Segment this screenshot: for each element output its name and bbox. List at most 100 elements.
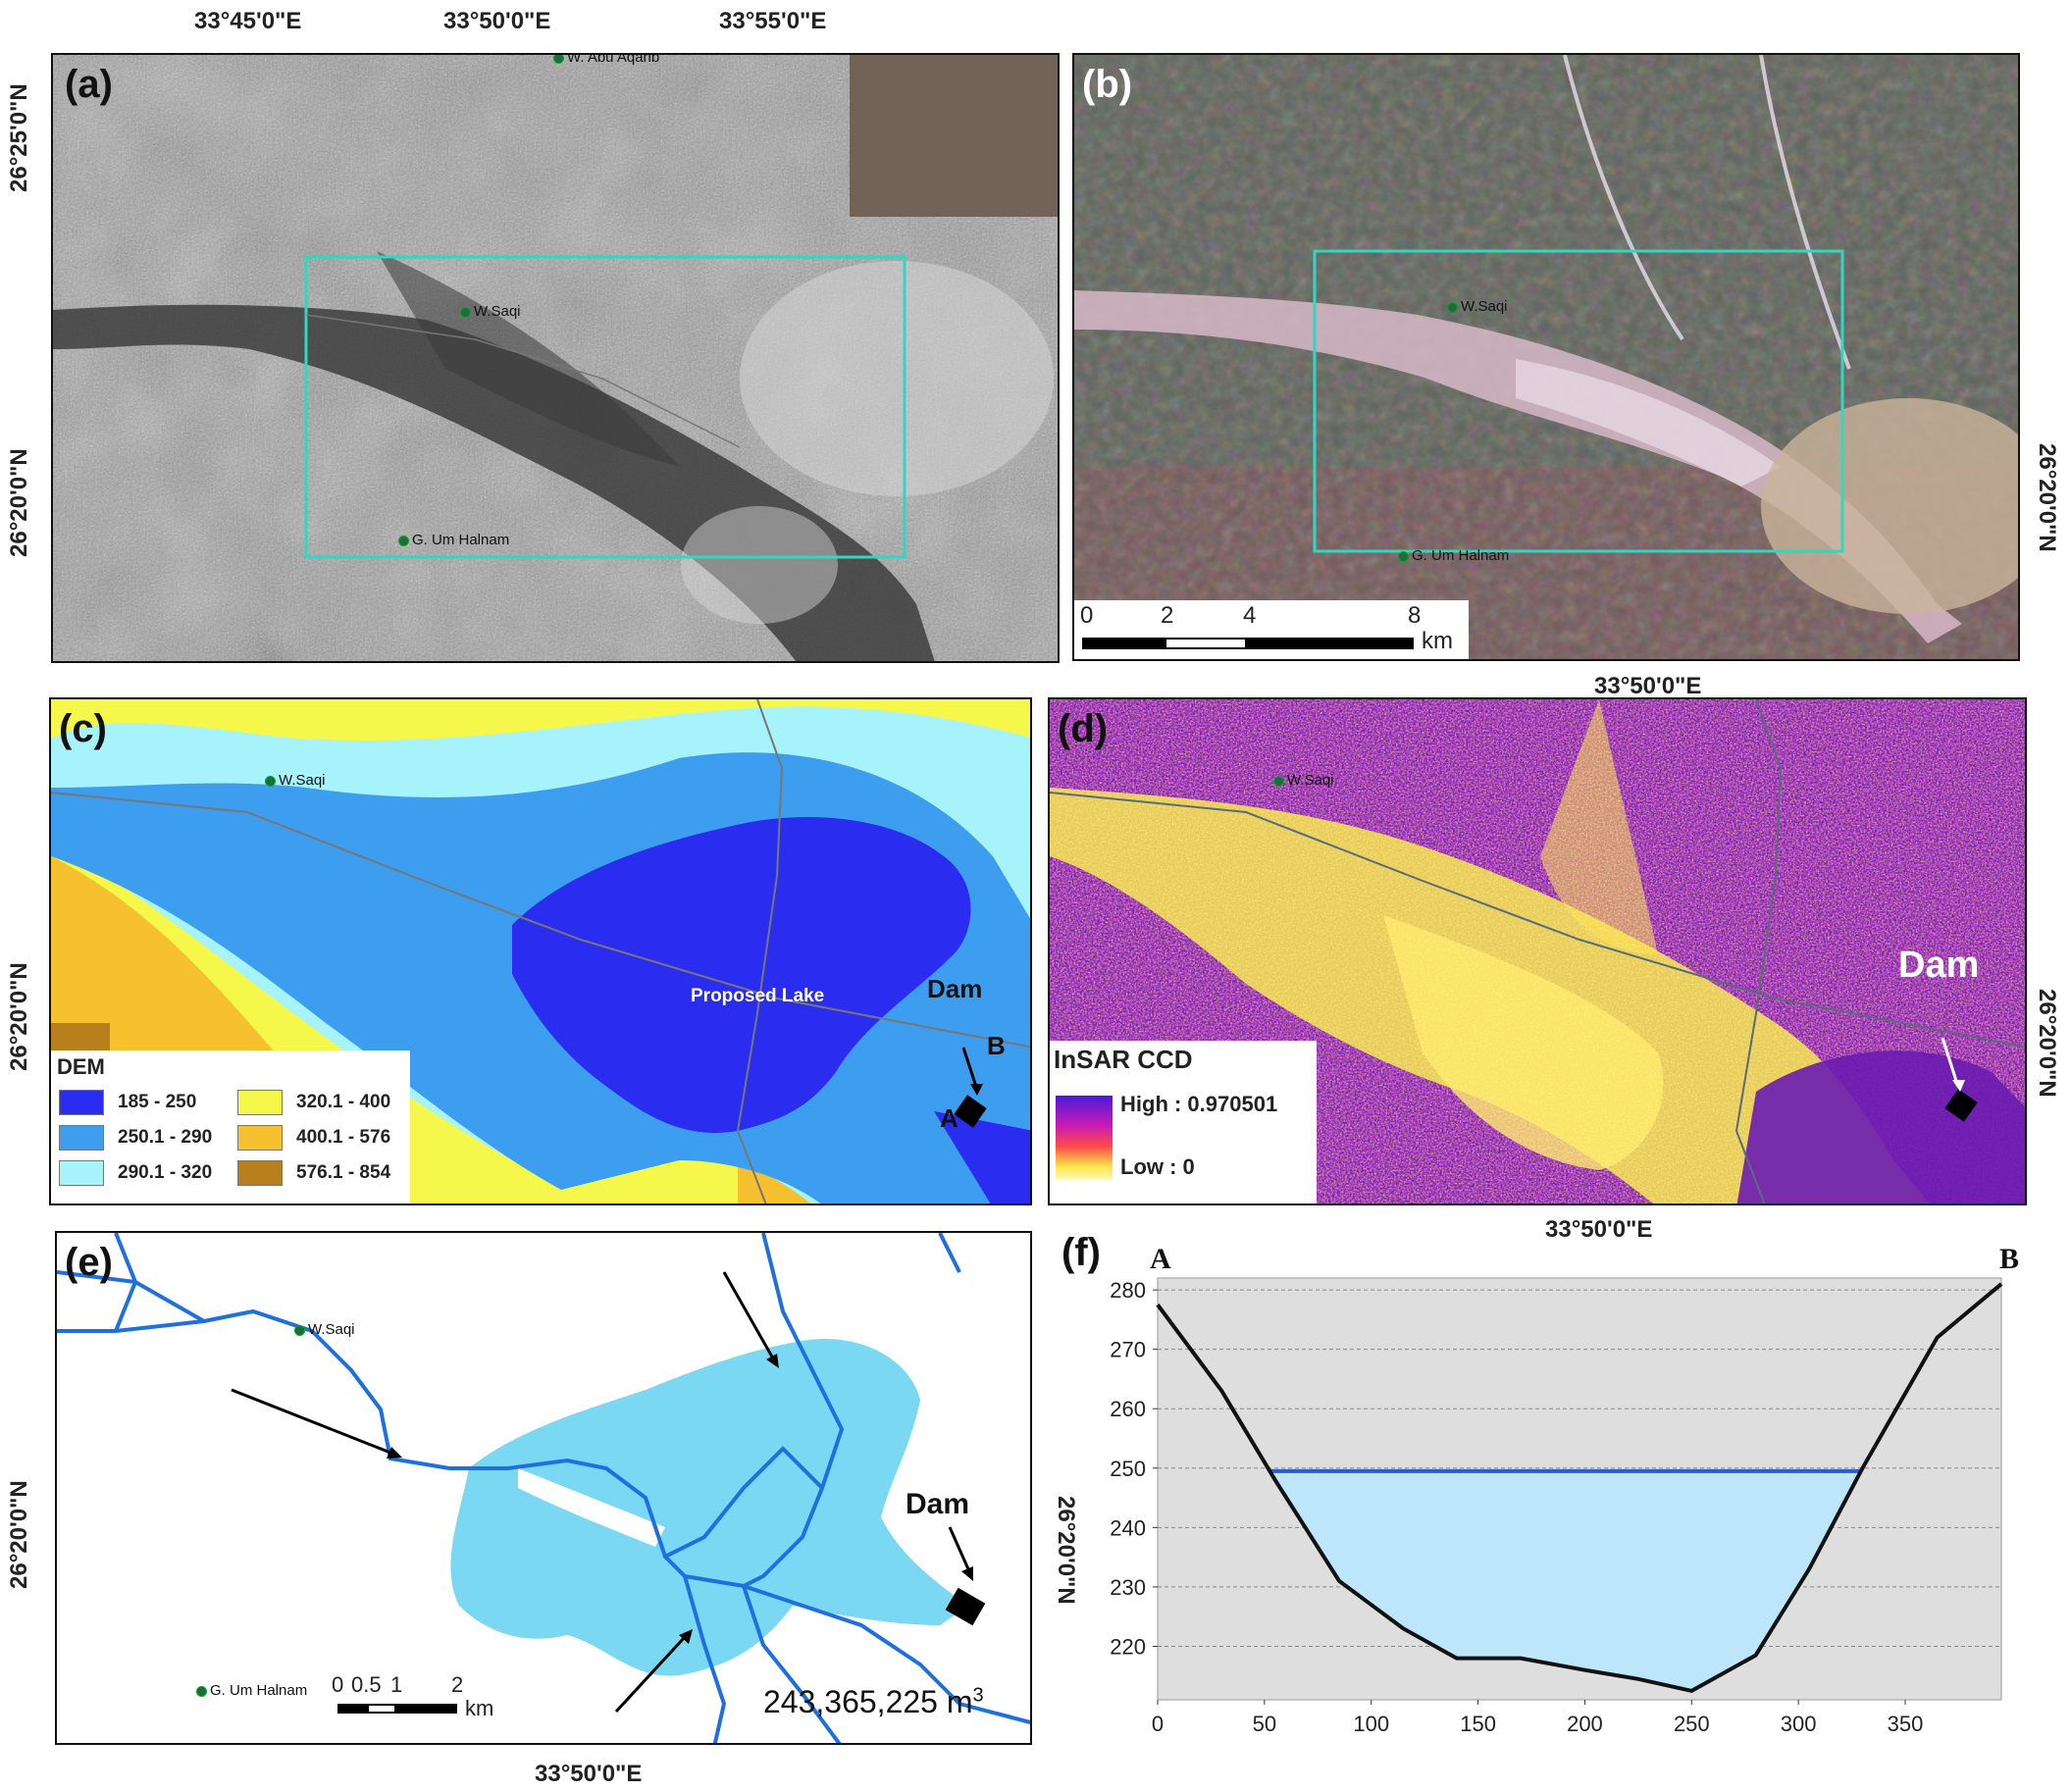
panel-label-f: (f)	[1061, 1231, 1101, 1274]
place-um-halnam-e: G. Um Halnam	[196, 1682, 307, 1699]
dam-label-e: Dam	[906, 1488, 970, 1520]
insar-low-label: Low : 0	[1120, 1154, 1195, 1179]
lake-volume-unit-exponent: 3	[972, 1684, 984, 1707]
point-b-label: B	[987, 1031, 1006, 1060]
place-abu-aqarib: W. Abu Aqarib	[553, 53, 660, 66]
coord-lat-c-mid: 26°20'0"N	[6, 962, 32, 1071]
place-saqi-a: W.Saqi	[460, 303, 521, 320]
dam-label-d: Dam	[1898, 945, 1980, 986]
scale-bar-b: 0 2 4 8 km	[1074, 600, 1469, 659]
dem-legend-item-6: 576.1 - 854	[237, 1160, 390, 1186]
profile-chart-svg: 220 230 240 250 260 270 280 0 50 100 150 200 250 300 3…	[1110, 1243, 2019, 1736]
panel-b-satellite-image: W.Saqi G. Um Halnam 0 2 4 8 km (b)	[1072, 53, 2020, 661]
y-tick-label-260: 260	[1110, 1397, 1146, 1421]
y-tick-label-220: 220	[1110, 1634, 1146, 1659]
profile-end-label-b: B	[1999, 1243, 2019, 1275]
y-tick-label-230: 230	[1110, 1575, 1146, 1600]
place-um-halnam-e-label: G. Um Halnam	[210, 1682, 308, 1699]
dem-legend-item-4-label: 320.1 - 400	[296, 1092, 391, 1113]
coord-lon-d: 33°50'0"E	[1545, 1216, 1653, 1243]
y-tick-label-270: 270	[1110, 1338, 1146, 1362]
location-dot-icon	[294, 1324, 305, 1336]
panel-label-a: (a)	[65, 63, 113, 106]
dem-legend: DEM 185 - 250 250.1 - 290 290.1 - 320 32…	[51, 1050, 410, 1203]
x-tick-label-250: 250	[1674, 1712, 1710, 1736]
coord-lat-a-north: 26°25'0"N	[6, 83, 32, 192]
dam-label-c: Dam	[927, 974, 983, 1003]
scale-b-tick-8: 8	[1408, 602, 1422, 629]
place-saqi-d-label: W.Saqi	[1287, 772, 1334, 789]
coord-lat-e-mid: 26°20'0"N	[6, 1480, 32, 1589]
coord-lon-e: 33°50'0"E	[535, 1761, 643, 1787]
panel-a-map	[53, 55, 1058, 661]
place-saqi-c-label: W.Saqi	[279, 772, 326, 789]
coord-top-3: 33°55'0"E	[719, 8, 827, 34]
panel-b-map	[1074, 55, 2018, 659]
insar-legend-title: InSAR CCD	[1054, 1045, 1193, 1074]
scale-bar-e: 0 0.5 1 2 km	[332, 1672, 528, 1731]
place-saqi-e: W.Saqi	[294, 1321, 355, 1338]
panel-label-e: (e)	[65, 1241, 113, 1284]
panel-label-d: (d)	[1058, 707, 1109, 750]
coord-lat-b-mid: 26°20'0"N	[2034, 443, 2060, 552]
dem-legend-item-2: 250.1 - 290	[59, 1125, 212, 1151]
place-um-halnam-b: G. Um Halnam	[1398, 547, 1509, 564]
place-saqi-b: W.Saqi	[1447, 298, 1508, 315]
panel-f-profile-chart: (f) 220 230 240 250 260 270 280 0 50 100 150 200 250…	[1048, 1231, 2029, 1780]
panel-e-lake-map: W.Saqi G. Um Halnam Dam 243,365,225 m3 0…	[55, 1231, 1032, 1745]
profile-end-label-a: A	[1150, 1243, 1171, 1275]
panel-e-map	[57, 1233, 1030, 1743]
insar-legend: InSAR CCD High : 0.970501 Low : 0	[1050, 1041, 1317, 1203]
coord-lat-a-mid: 26°20'0"N	[6, 448, 32, 557]
dem-legend-item-4: 320.1 - 400	[237, 1090, 390, 1115]
scale-e-unit: km	[465, 1696, 494, 1720]
place-um-halnam-b-label: G. Um Halnam	[1412, 547, 1510, 564]
place-saqi-b-label: W.Saqi	[1461, 298, 1508, 315]
x-tick-label-200: 200	[1567, 1712, 1603, 1736]
scale-b-tick-0: 0	[1080, 602, 1094, 629]
scale-e-tick-0: 0	[332, 1672, 344, 1697]
lake-volume-value: 243,365,225 m	[763, 1684, 973, 1719]
place-um-halnam-a: G. Um Halnam	[398, 532, 509, 548]
y-tick-label-280: 280	[1110, 1278, 1146, 1303]
point-a-label: A	[940, 1103, 958, 1133]
place-saqi-e-label: W.Saqi	[308, 1321, 355, 1338]
panel-a-sar-image: W. Abu Aqarib W.Saqi G. Um Halnam (a)	[51, 53, 1060, 663]
insar-color-ramp	[1056, 1096, 1113, 1180]
location-dot-icon	[460, 306, 471, 318]
x-tick-label-300: 300	[1781, 1712, 1817, 1736]
place-saqi-d: W.Saqi	[1273, 772, 1334, 789]
x-tick-label-100: 100	[1353, 1712, 1389, 1736]
location-dot-icon	[553, 55, 564, 64]
scale-b-tick-4: 4	[1243, 602, 1257, 629]
dem-legend-item-1-label: 185 - 250	[118, 1092, 197, 1113]
x-tick-label-150: 150	[1460, 1712, 1496, 1736]
panel-d-insar-map: W.Saqi Dam InSAR CCD High : 0.970501 Low…	[1048, 697, 2027, 1205]
dem-legend-item-1: 185 - 250	[59, 1090, 196, 1115]
dem-legend-item-5-label: 400.1 - 576	[296, 1127, 391, 1149]
dem-legend-item-5: 400.1 - 576	[237, 1125, 390, 1151]
panel-label-c: (c)	[59, 707, 107, 750]
y-tick-label-240: 240	[1110, 1515, 1146, 1540]
place-abu-aqarib-label: W. Abu Aqarib	[567, 53, 660, 66]
scale-e-tick-1: 1	[390, 1672, 403, 1697]
location-dot-icon	[1398, 550, 1409, 562]
scale-b-tick-2: 2	[1161, 602, 1174, 629]
location-dot-icon	[1447, 301, 1458, 313]
location-dot-icon	[1273, 775, 1284, 787]
location-dot-icon	[398, 535, 409, 546]
place-um-halnam-a-label: G. Um Halnam	[412, 532, 510, 548]
panel-c-map	[51, 699, 1030, 1203]
panel-label-b: (b)	[1082, 63, 1133, 106]
panel-c-dem-map: W.Saqi Proposed Lake Dam B A DEM 185 - 2…	[49, 697, 1032, 1205]
y-tick-label-250: 250	[1110, 1457, 1146, 1481]
x-tick-label-50: 50	[1253, 1712, 1276, 1736]
insar-high-label: High : 0.970501	[1120, 1092, 1278, 1116]
dem-legend-item-2-label: 250.1 - 290	[118, 1127, 213, 1149]
scale-e-tick-05: 0.5	[351, 1672, 382, 1697]
location-dot-icon	[265, 775, 276, 787]
coord-lon-b: 33°50'0"E	[1594, 673, 1702, 699]
place-saqi-a-label: W.Saqi	[474, 303, 521, 320]
scale-b-unit: km	[1422, 628, 1453, 654]
coord-top-1: 33°45'0"E	[194, 8, 302, 34]
